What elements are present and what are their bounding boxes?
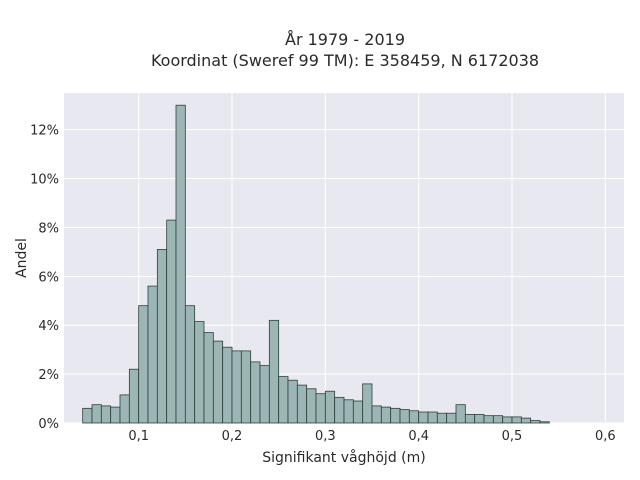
- histogram-bar: [240, 350, 252, 424]
- histogram-bar: [334, 396, 345, 424]
- histogram-bar: [371, 405, 382, 424]
- x-tick-label: 0,6: [595, 429, 616, 444]
- histogram-bar: [222, 346, 233, 424]
- histogram-bar: [287, 379, 298, 424]
- histogram-bar: [436, 412, 448, 424]
- y-tick-label: 10%: [30, 173, 59, 188]
- histogram-bar: [539, 421, 550, 424]
- histogram-bar: [128, 368, 140, 424]
- histogram-bar: [119, 394, 130, 424]
- histogram-bar: [399, 409, 410, 424]
- histogram-bar: [352, 400, 364, 424]
- histogram-bar: [520, 417, 532, 424]
- histogram-bar: [408, 410, 420, 424]
- x-tick-label: 0,2: [222, 429, 243, 444]
- y-tick-label: 12%: [30, 124, 59, 139]
- histogram-bar: [156, 249, 168, 424]
- x-tick-label: 0,5: [502, 429, 523, 444]
- y-tick-label: 8%: [38, 221, 59, 236]
- y-axis-label: Andel: [14, 238, 30, 278]
- histogram-bar: [324, 390, 336, 424]
- histogram-bar: [492, 415, 504, 424]
- histogram-bar: [427, 411, 438, 424]
- histogram-bar: [502, 416, 513, 424]
- histogram-bar: [231, 350, 242, 424]
- x-axis-label: Signifikant våghöjd (m): [262, 449, 425, 466]
- histogram-bar: [175, 104, 186, 424]
- chart-title-line1: År 1979 - 2019: [285, 30, 405, 49]
- y-axis-ticks: 0% 2% 4% 6% 8% 10% 12%: [30, 124, 59, 432]
- histogram-bar: [110, 406, 121, 424]
- histogram-bar: [268, 319, 280, 424]
- histogram-bar: [306, 388, 317, 424]
- chart-title-line2: Koordinat (Sweref 99 TM): E 358459, N 61…: [151, 51, 539, 70]
- histogram-bar: [483, 415, 494, 424]
- histogram-bar: [82, 407, 93, 424]
- histogram-bar: [343, 399, 354, 424]
- histogram-bar: [474, 414, 485, 424]
- y-tick-label: 0%: [38, 417, 59, 432]
- histogram-bar: [147, 285, 158, 424]
- histogram-bar: [91, 404, 102, 424]
- histogram-bar: [362, 383, 373, 424]
- histogram-bar: [390, 407, 401, 424]
- histogram-bar: [184, 305, 196, 424]
- y-tick-label: 4%: [38, 319, 59, 334]
- histogram-bar: [446, 412, 457, 424]
- histogram-bar: [455, 404, 466, 424]
- y-tick-label: 6%: [38, 270, 59, 285]
- histogram-bar: [100, 405, 112, 424]
- x-tick-label: 0,3: [315, 429, 336, 444]
- histogram-bar: [296, 384, 308, 424]
- histogram-bar: [166, 219, 177, 424]
- histogram-bars: [82, 104, 550, 424]
- histogram-bar: [380, 406, 392, 424]
- y-tick-label: 2%: [38, 368, 59, 383]
- histogram-bar: [212, 340, 224, 424]
- histogram-bar: [464, 414, 476, 424]
- x-tick-label: 0,1: [128, 429, 149, 444]
- histogram-bar: [203, 332, 214, 424]
- histogram-bar: [278, 376, 289, 424]
- histogram-bar: [530, 420, 541, 424]
- histogram-bar: [418, 411, 429, 424]
- histogram-bar: [194, 321, 205, 424]
- x-tick-label: 0,4: [408, 429, 429, 444]
- histogram-bar: [138, 305, 149, 424]
- x-axis-ticks: 0,1 0,2 0,3 0,4 0,5 0,6: [128, 429, 615, 444]
- histogram-bar: [511, 416, 522, 424]
- histogram-bar: [259, 365, 270, 424]
- histogram-bar: [315, 393, 326, 424]
- histogram-bar: [250, 361, 261, 424]
